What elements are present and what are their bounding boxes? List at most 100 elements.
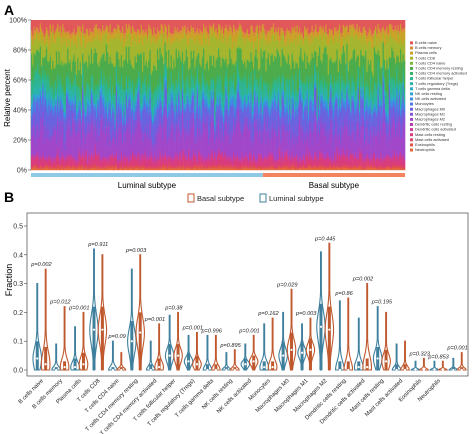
panel-a-area-segment [200,155,203,158]
panel-a-area-segment [211,103,214,117]
panel-a-area-segment [90,30,93,33]
panel-a-area-segment [297,135,300,162]
panel-a-area-segment [194,118,196,124]
panel-a-area-segment [214,132,216,141]
panel-a-area-segment [170,73,173,84]
panel-a-area-segment [153,63,155,66]
panel-a-area-segment [174,154,176,159]
panel-a-area-segment [102,167,104,169]
panel-a-area-segment [184,169,186,171]
panel-a-area-segment [186,157,189,160]
panel-a-area-segment [272,160,275,166]
panel-a-area-segment [68,114,70,126]
panel-a-area-segment [69,136,72,155]
panel-a-area-segment [219,98,221,104]
panel-a-area-segment [274,40,276,56]
panel-a-area-segment [99,89,102,91]
panel-a-area-segment [180,166,183,169]
panel-a-area-segment [264,50,266,82]
panel-a-area-segment [277,26,280,31]
panel-a-area-segment [256,20,259,25]
panel-a-area-segment [80,163,83,167]
panel-a-area-segment [34,55,37,69]
panel-a-area-segment [183,153,185,164]
panel-a-area-segment [285,113,287,116]
panel-a-area-segment [44,33,47,35]
panel-a-area-segment [69,109,72,126]
panel-a-area-segment [63,111,65,113]
panel-a-area-segment [107,89,109,102]
panel-a-area-segment [193,29,195,42]
panel-a-area-segment [306,27,309,32]
panel-a-area-segment [229,158,231,162]
panel-a-area-segment [245,108,247,111]
panel-a-area-segment [146,168,149,170]
panel-a-area-segment [200,168,203,170]
panel-a-area-segment [175,30,178,34]
panel-a-area-segment [118,34,120,59]
panel-a-area-segment [181,167,184,171]
panel-a-area-segment [42,65,44,71]
panel-a-area-segment [236,91,239,97]
panel-a-area-segment [261,159,264,162]
panel-a-area-segment [275,103,277,109]
panel-a-area-segment [204,68,206,71]
panel-a-area-segment [186,99,189,104]
panel-a-area-segment [291,52,294,55]
panel-a-area-segment [195,102,198,110]
panel-a-area-segment [179,110,181,131]
panel-a-area-segment [43,36,46,41]
panel-a-area-segment [213,165,215,167]
panel-a-area-segment [302,108,305,112]
panel-a-area-segment [186,74,189,78]
panel-a-area-segment [275,30,277,34]
panel-a-area-segment [267,107,270,112]
panel-a-area-segment [58,126,60,140]
panel-a-area-segment [259,167,261,170]
panel-a-area-segment [99,82,102,89]
panel-a-area-segment [104,87,107,96]
panel-a-area-segment [72,112,74,120]
panel-a-area-segment [148,103,150,106]
panel-a-area-segment [165,29,168,40]
panel-a-area-segment [209,107,211,109]
panel-a-area-segment [265,107,267,132]
panel-a-area-segment [146,105,149,108]
panel-a-area-segment [269,108,271,115]
panel-a-area-segment [78,101,80,103]
panel-a-area-segment [48,155,50,160]
panel-a-area-segment [242,104,245,110]
panel-a-area-segment [312,159,315,162]
panel-a-area-segment [159,115,161,123]
panel-a-area-segment [261,141,264,158]
panel-a-area-segment [281,125,284,152]
panel-a-area-segment [206,115,209,127]
panel-a-area-segment [310,42,312,59]
panel-a-area-segment [176,111,179,116]
panel-a-area-segment [67,160,69,165]
panel-a-area-segment [73,167,75,171]
panel-a-area-segment [60,167,63,171]
panel-a-area-segment [276,103,279,105]
panel-a-area-segment [201,32,204,35]
panel-a-area-segment [42,31,44,34]
panel-a-area-segment [94,104,97,108]
panel-a-area-segment [184,154,186,156]
panel-a-area-segment [214,125,216,127]
panel-a-area-segment [286,163,289,166]
panel-a-area-segment [266,160,269,168]
panel-a-area-segment [304,36,306,51]
panel-a-area-segment [246,59,249,88]
panel-a-area-segment [196,86,199,89]
panel-a-area-segment [84,165,87,168]
panel-a-area-segment [73,53,75,56]
panel-a-area-segment [163,102,165,106]
panel-a-area-segment [237,158,240,160]
panel-a-area-segment [208,39,210,46]
panel-a-area-segment [129,59,132,77]
panel-a-area-segment [301,58,304,61]
panel-a-area-segment [203,122,205,160]
panel-a-area-segment [261,169,264,171]
panel-a-area-segment [93,154,95,157]
panel-a-area-segment [69,60,72,78]
